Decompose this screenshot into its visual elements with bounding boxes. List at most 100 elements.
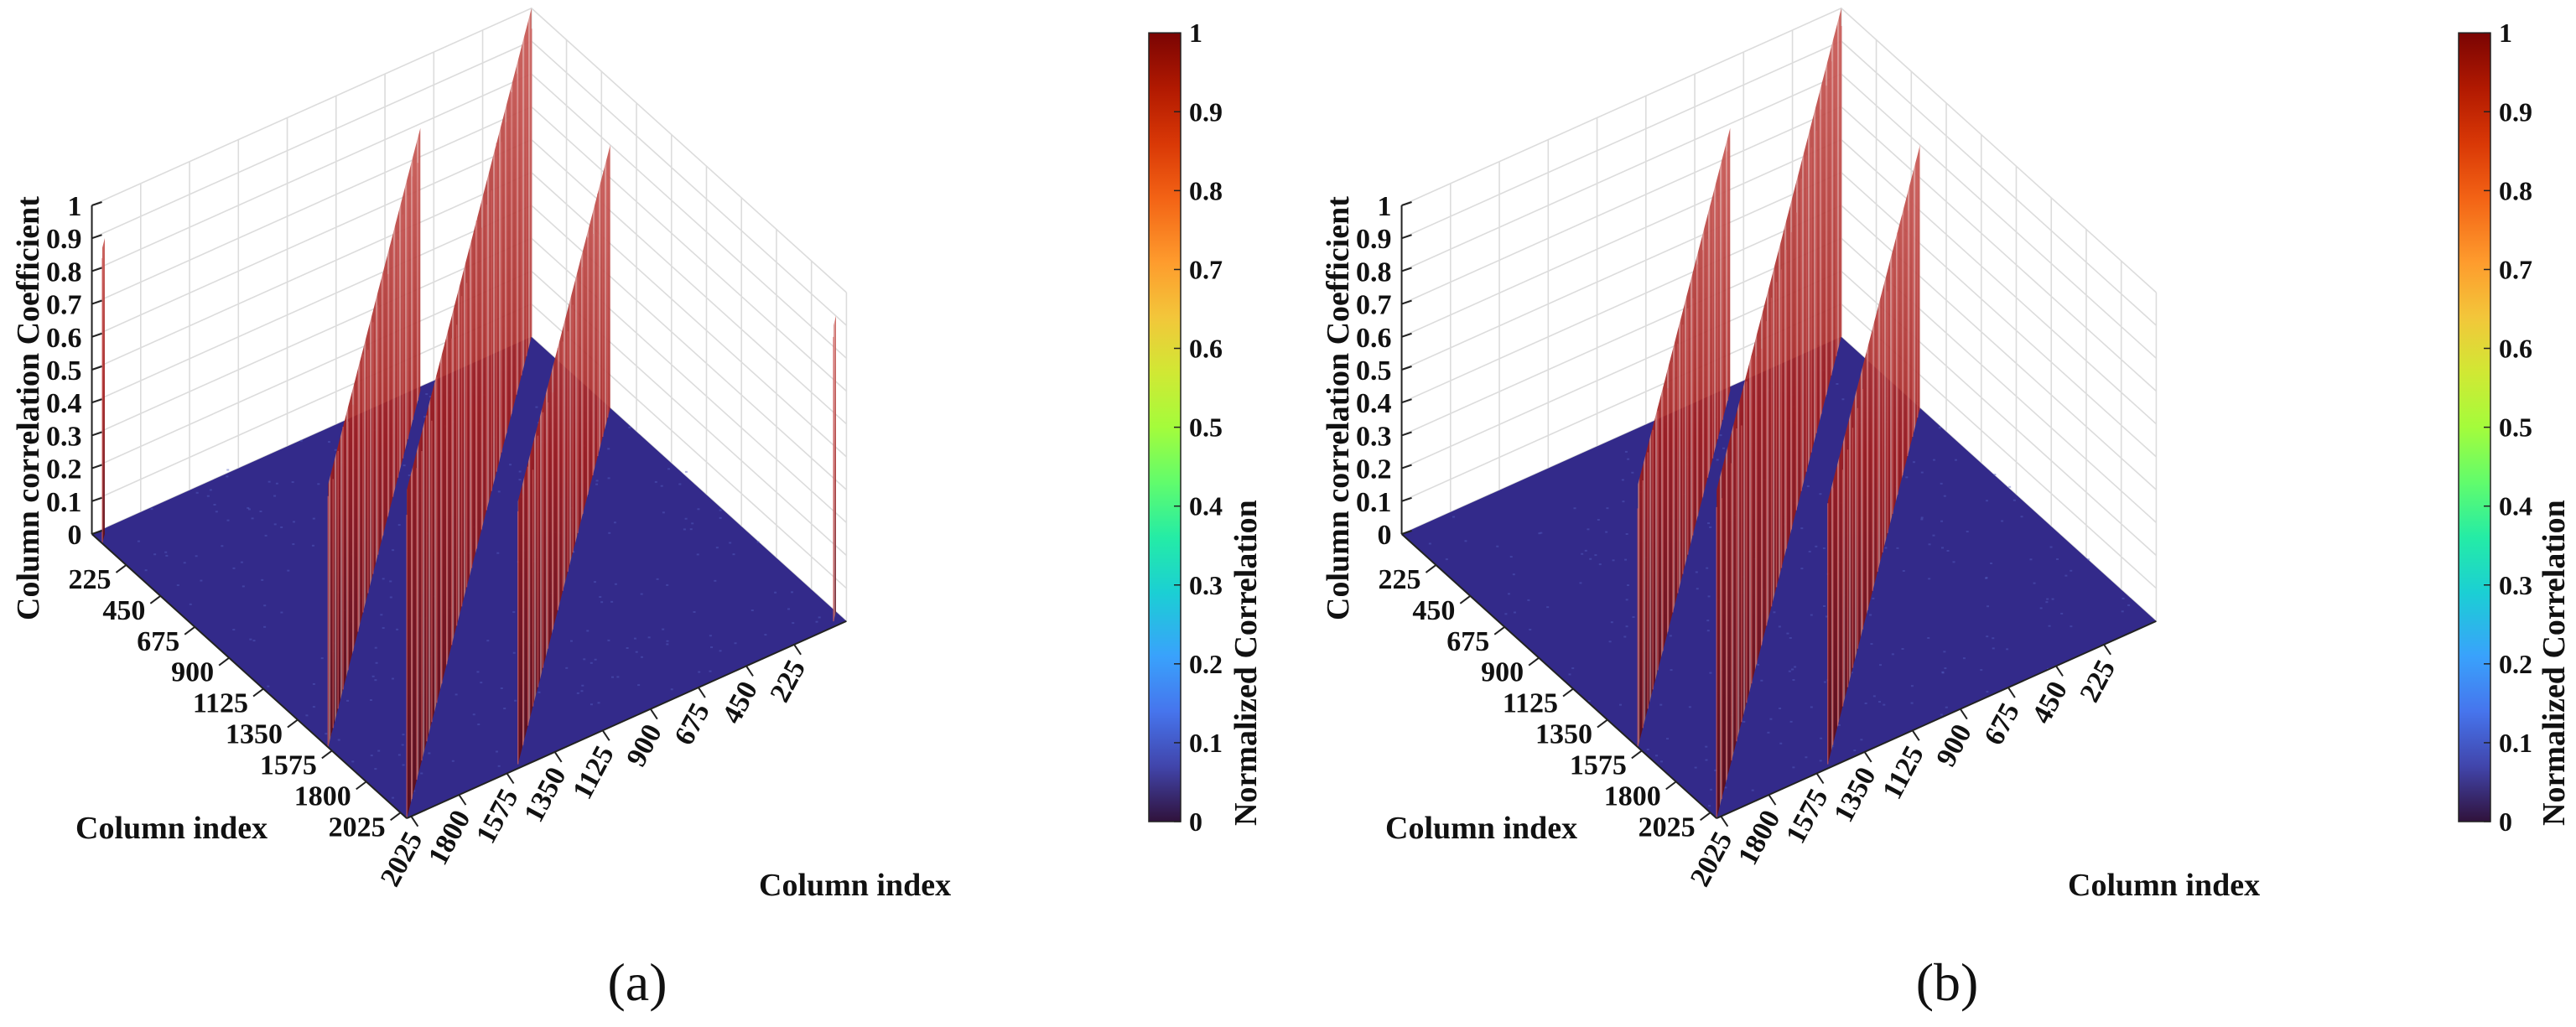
x-tick-mark xyxy=(1701,812,1711,820)
floor-noise xyxy=(733,553,735,555)
x-axis-label: Column index xyxy=(75,811,267,846)
floor-noise xyxy=(1943,651,1945,652)
floor-noise xyxy=(1760,680,1763,682)
floor-noise xyxy=(392,678,394,680)
floor-noise xyxy=(1513,573,1515,575)
x-tick-label: 1350 xyxy=(226,719,283,750)
floor-noise xyxy=(184,562,186,563)
floor-noise xyxy=(1985,578,1987,579)
floor-noise xyxy=(1585,550,1587,552)
x-tick-label: 675 xyxy=(1446,626,1489,657)
colorbar-tick-label: 0.6 xyxy=(2499,334,2532,364)
floor-noise xyxy=(1920,518,1923,520)
floor-noise xyxy=(1929,543,1931,545)
floor-noise xyxy=(398,524,401,526)
floor-noise xyxy=(1623,635,1626,637)
floor-noise xyxy=(1824,682,1826,683)
floor-noise xyxy=(590,662,593,664)
floor-noise xyxy=(581,685,584,687)
floor-noise xyxy=(1860,739,1862,740)
floor-noise xyxy=(403,464,406,466)
floor-noise xyxy=(1878,701,1881,703)
floor-noise xyxy=(226,469,229,470)
floor-noise xyxy=(2021,516,2023,517)
floor-noise xyxy=(1452,516,1455,518)
floor-noise xyxy=(292,543,294,545)
floor-noise xyxy=(138,541,140,542)
floor-noise xyxy=(535,407,538,408)
floor-noise xyxy=(1606,507,1608,509)
y-tick-mark xyxy=(1961,709,1967,719)
floor-noise xyxy=(1883,704,1885,706)
floor-noise xyxy=(1792,679,1794,681)
y-tick-label: 225 xyxy=(765,655,813,707)
floor-noise xyxy=(210,489,212,490)
floor-noise xyxy=(1836,383,1838,385)
floor-noise xyxy=(1709,526,1711,528)
floor-noise xyxy=(455,693,458,695)
z-axis: 00.10.20.30.40.50.60.70.80.91 xyxy=(1356,191,1412,551)
floor-noise xyxy=(1865,703,1867,704)
y-tick-label: 1350 xyxy=(1828,762,1883,827)
floor-noise xyxy=(1903,570,1905,572)
x-tick-mark xyxy=(1563,689,1573,697)
floor-noise xyxy=(1992,647,1995,649)
y-tick-mark xyxy=(555,752,562,762)
floor-noise xyxy=(1870,643,1872,645)
floor-noise xyxy=(1819,493,1821,495)
floor-noise xyxy=(641,594,643,595)
floor-noise xyxy=(1992,637,1994,639)
floor-noise xyxy=(1944,667,1946,669)
floor-noise xyxy=(1632,616,1634,618)
floor-noise xyxy=(216,511,218,512)
floor-noise xyxy=(164,552,167,553)
floor-noise xyxy=(2122,598,2125,599)
floor-noise xyxy=(1873,695,1876,697)
floor-noise xyxy=(408,475,411,476)
floor-noise xyxy=(1627,459,1629,460)
y-tick-mark xyxy=(507,774,514,784)
floor-noise xyxy=(577,692,579,694)
x-tick-label: 1800 xyxy=(1604,781,1661,812)
x-tick-label: 900 xyxy=(171,657,214,688)
floor-noise xyxy=(498,765,501,767)
floor-noise xyxy=(402,744,404,746)
floor-noise xyxy=(376,662,378,664)
x-tick-mark xyxy=(253,689,263,697)
floor-noise xyxy=(1902,648,1904,650)
floor-noise xyxy=(1789,637,1792,639)
floor-noise xyxy=(1464,540,1467,542)
x-tick-mark xyxy=(1529,658,1539,666)
floor-noise xyxy=(390,596,392,598)
floor-noise xyxy=(1540,532,1542,534)
y-tick-mark xyxy=(1865,752,1872,762)
floor-noise xyxy=(2006,648,2008,650)
colorbar: 0 0.1 0.2 0.3 0.4 0.5 0.6 0.7 0.8 0.9 1 xyxy=(2459,18,2532,837)
floor-noise xyxy=(1993,474,1996,475)
x-tick-label: 225 xyxy=(1378,564,1420,595)
colorbar-tick-label: 0.2 xyxy=(2499,649,2532,679)
floor-noise xyxy=(637,684,640,686)
floor-noise xyxy=(1757,664,1759,666)
floor-noise xyxy=(791,591,793,593)
floor-noise xyxy=(1587,528,1589,530)
floor-noise xyxy=(263,604,266,606)
floor-noise xyxy=(710,646,713,648)
floor-noise xyxy=(377,750,380,752)
floor-noise xyxy=(634,638,636,640)
floor-noise xyxy=(1807,485,1810,487)
floor-noise xyxy=(518,479,521,480)
floor-noise xyxy=(509,464,512,465)
y-tick-label: 675 xyxy=(1978,698,2026,750)
floor-noise xyxy=(1987,605,1989,607)
colorbar-tick-label: 0.4 xyxy=(1189,491,1223,521)
floor-noise xyxy=(452,760,454,762)
z-tick-label: 1 xyxy=(1378,191,1392,222)
floor-noise xyxy=(346,700,349,702)
floor-noise xyxy=(590,703,593,705)
floor-noise xyxy=(374,679,377,681)
x-tick-mark xyxy=(1632,750,1642,758)
floor-noise xyxy=(666,641,668,642)
floor-noise xyxy=(1696,588,1699,589)
floor-noise xyxy=(1666,738,1669,739)
